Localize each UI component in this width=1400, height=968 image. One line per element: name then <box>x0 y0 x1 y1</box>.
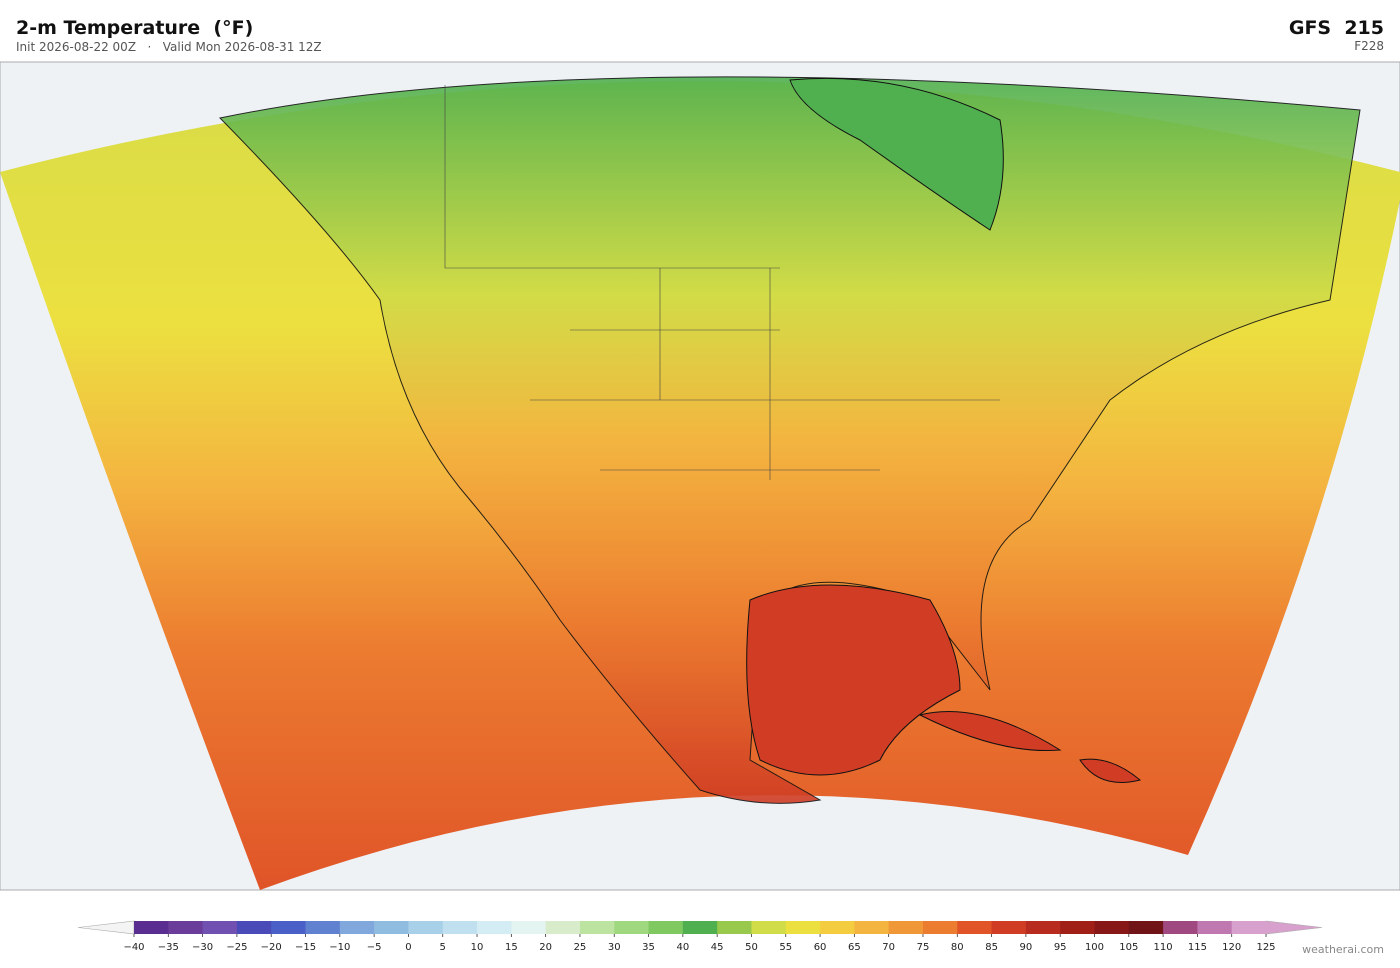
color-segment <box>408 921 444 934</box>
color-segment <box>305 921 341 934</box>
color-segment <box>1163 921 1198 934</box>
color-segment <box>271 921 307 934</box>
color-segment <box>717 921 752 934</box>
color-segment <box>682 921 718 934</box>
tick-label: −10 <box>329 942 350 953</box>
tick-label: 105 <box>1119 942 1138 953</box>
tick-label: 5 <box>440 942 446 953</box>
color-segment <box>477 921 512 934</box>
tick-label: 20 <box>539 942 552 953</box>
credit: weatherai.com <box>1302 943 1384 956</box>
tick-label: 90 <box>1020 942 1033 953</box>
tick-label: 95 <box>1054 942 1067 953</box>
borders <box>444 85 1000 480</box>
tick-label: −20 <box>261 942 282 953</box>
color-segment <box>236 921 272 934</box>
tick-label: 25 <box>574 942 587 953</box>
tick-label: −35 <box>158 942 179 953</box>
tick-label: 100 <box>1085 942 1104 953</box>
tick-label: −15 <box>295 942 316 953</box>
color-segment <box>751 921 787 934</box>
tick-label: −25 <box>226 942 247 953</box>
color-segment <box>854 921 890 934</box>
color-segment <box>785 921 821 934</box>
tick-label: 0 <box>405 942 411 953</box>
color-segment <box>1094 921 1130 934</box>
color-segment <box>134 921 169 934</box>
tick-label: 125 <box>1256 942 1275 953</box>
under-arrow <box>77 920 135 935</box>
tick-label: 85 <box>985 942 998 953</box>
color-segment <box>579 921 615 934</box>
title: 2-m Temperature (°F) <box>16 17 253 39</box>
tick-label: 80 <box>951 942 964 953</box>
color-segment <box>339 921 375 934</box>
gulf-of-mexico <box>746 584 961 776</box>
color-segment <box>922 921 958 934</box>
color-segment <box>511 921 547 934</box>
tick-label: 65 <box>848 942 861 953</box>
color-segment <box>957 921 993 934</box>
tick-label: −5 <box>367 942 382 953</box>
frame: F228 <box>1354 39 1384 53</box>
tick-label: 75 <box>917 942 930 953</box>
color-segment <box>888 921 924 934</box>
tick-label: 55 <box>779 942 792 953</box>
over-arrow <box>1265 920 1323 935</box>
color-segment <box>1025 921 1061 934</box>
color-segment <box>820 921 855 934</box>
color-segment <box>1060 921 1095 934</box>
tick-label: −40 <box>123 942 144 953</box>
tick-label: 10 <box>471 942 484 953</box>
tick-label: 40 <box>676 942 689 953</box>
color-segment <box>614 921 650 934</box>
tick-label: 45 <box>711 942 724 953</box>
color-segment <box>202 921 238 934</box>
color-segment <box>991 921 1027 934</box>
tick-label: 50 <box>745 942 758 953</box>
color-segment <box>1197 921 1233 934</box>
color-segment <box>168 921 204 934</box>
color-segment <box>648 921 684 934</box>
color-segment <box>1231 921 1267 934</box>
model: GFS 215 <box>1289 17 1384 39</box>
tick-label: 60 <box>814 942 827 953</box>
map <box>0 61 1400 891</box>
tick-label: 15 <box>505 942 518 953</box>
colorbar: −40 −35 −30 −25 −20 −15 −10 −5 0 5 10 15 20 25 30 35 40 4… <box>77 920 1323 953</box>
tick-label: 35 <box>642 942 655 953</box>
color-segment <box>442 921 478 934</box>
hudson-bay <box>789 77 1004 231</box>
tick-label: 30 <box>608 942 621 953</box>
subtitle: Init 2026-08-22 00Z · Valid Mon 2026-08-… <box>16 40 322 54</box>
tick-label: 115 <box>1188 942 1207 953</box>
tick-label: 110 <box>1154 942 1173 953</box>
color-segment <box>1128 921 1164 934</box>
tick-label: 120 <box>1222 942 1241 953</box>
color-segment <box>374 921 409 934</box>
tick-label: −30 <box>192 942 213 953</box>
color-segment <box>545 921 581 934</box>
tick-label: 70 <box>882 942 895 953</box>
caribbean-islands <box>918 711 1142 783</box>
